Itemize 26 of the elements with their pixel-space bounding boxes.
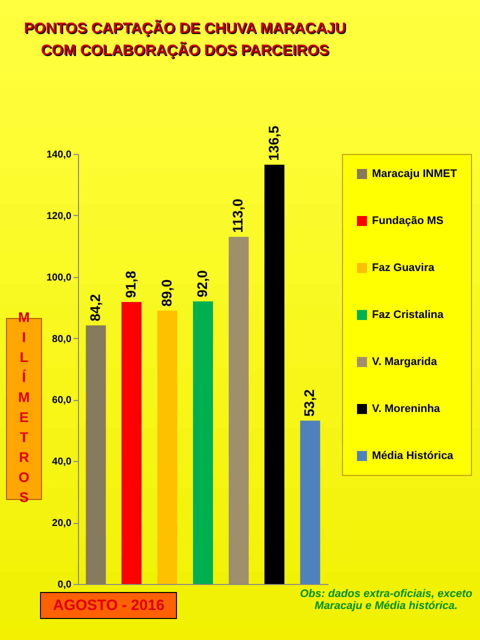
y-axis-title: MILÍMETROS xyxy=(15,309,33,509)
legend-label: Faz Cristalina xyxy=(372,309,444,321)
data-label: 91,8 xyxy=(122,270,139,298)
legend-label: V. Moreninha xyxy=(372,403,441,415)
y-tick-label: 40,0 xyxy=(52,456,72,468)
legend-label: Maracaju INMET xyxy=(372,168,458,180)
y-tick-label: 100,0 xyxy=(46,272,72,284)
y-tick-label: 120,0 xyxy=(46,210,72,222)
y-tick-label: 20,0 xyxy=(52,518,72,530)
legend-label: V. Margarida xyxy=(372,356,438,368)
y-tick-label: 140,0 xyxy=(46,150,72,160)
y-tick-label: 60,0 xyxy=(52,395,72,406)
chart-title: PONTOS CAPTAÇÃO DE CHUVA MARACAJU COM COLABORAÇÃO DOS PARCEIROS xyxy=(23,18,347,61)
data-label: 136,5 xyxy=(265,126,282,161)
legend-label: Faz Guavira xyxy=(372,262,436,274)
y-tick-label: 0,0 xyxy=(58,580,72,590)
data-label: 53,2 xyxy=(301,389,318,417)
data-label: 89,0 xyxy=(158,279,174,307)
legend-label: Média Histórica xyxy=(372,450,454,462)
data-label: 92,0 xyxy=(194,270,210,298)
text: Obs: dados extra-oficiais, exceto Maracaju e Média histórica. xyxy=(300,588,472,612)
data-label: 84,2 xyxy=(86,294,103,322)
data-label: 113,0 xyxy=(230,198,246,233)
y-tick-label: 80,0 xyxy=(52,334,72,345)
text: AGOSTO - 2016 xyxy=(40,592,178,619)
legend-label: Fundação MS xyxy=(372,215,444,227)
